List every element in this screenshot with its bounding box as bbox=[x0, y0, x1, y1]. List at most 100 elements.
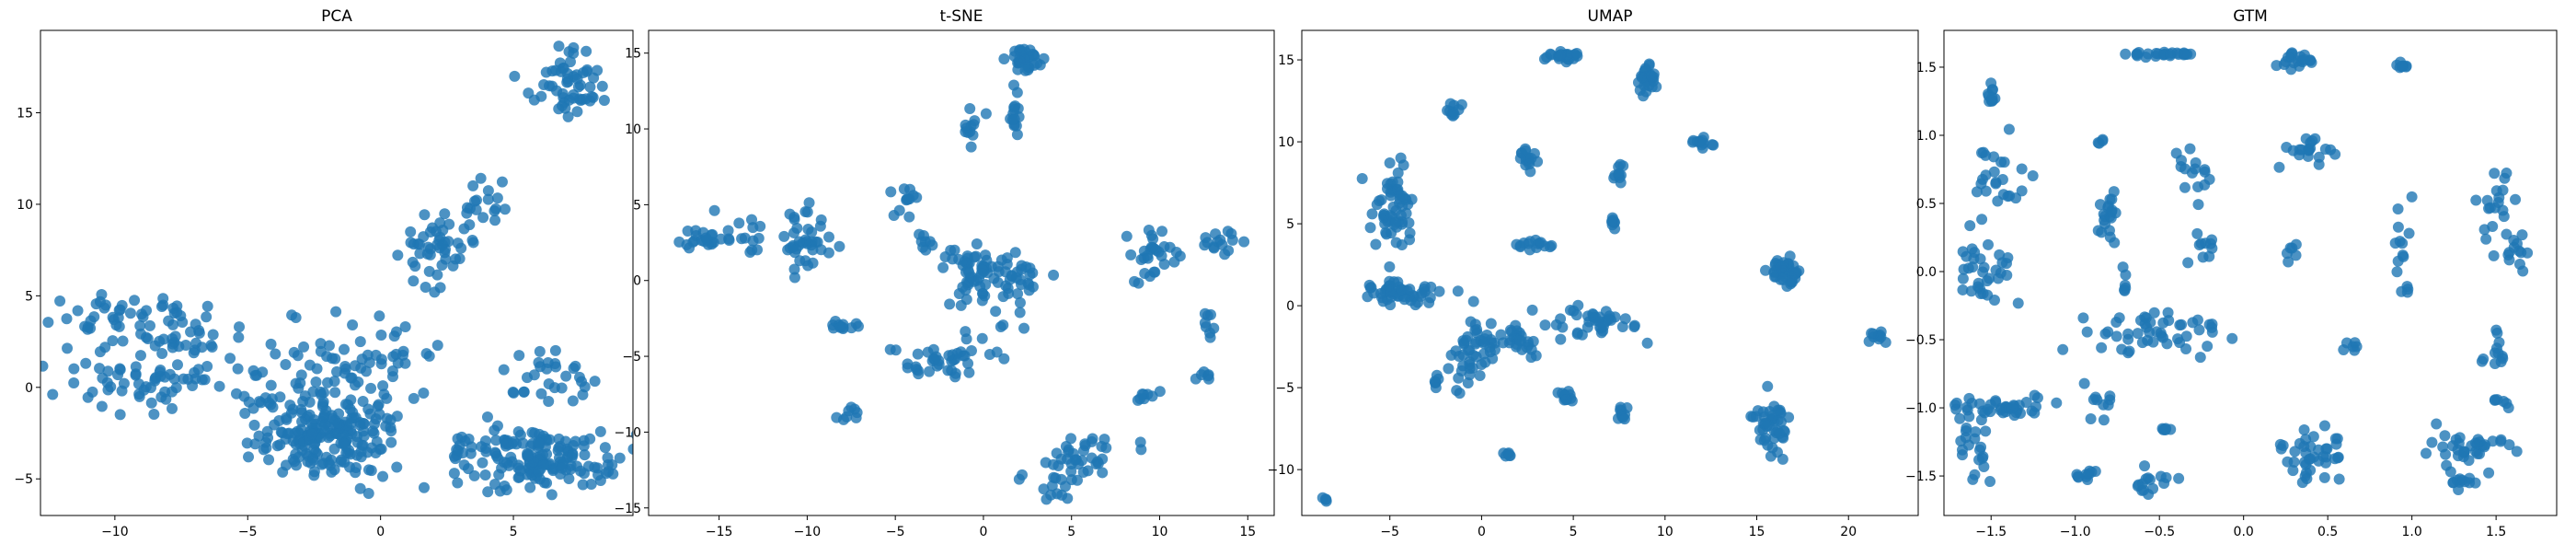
scatter-point bbox=[928, 353, 940, 365]
scatter-point bbox=[701, 234, 713, 246]
scatter-point bbox=[682, 226, 694, 237]
scatter-point bbox=[47, 388, 59, 400]
scatter-point bbox=[2298, 424, 2310, 435]
scatter-point bbox=[420, 282, 431, 294]
scatter-point bbox=[481, 411, 493, 423]
scatter-point bbox=[937, 261, 949, 273]
scatter-point bbox=[550, 64, 562, 76]
scatter-point bbox=[330, 306, 342, 318]
scatter-point bbox=[1576, 329, 1588, 341]
scatter-point bbox=[2502, 249, 2514, 261]
scatter-point bbox=[344, 461, 356, 473]
scatter-point bbox=[392, 249, 404, 261]
scatter-point bbox=[333, 418, 345, 429]
scatter-point bbox=[1013, 473, 1025, 485]
scatter-point bbox=[976, 332, 988, 344]
scatter-point bbox=[258, 444, 270, 456]
y-tick-label: −10 bbox=[614, 425, 641, 440]
x-tick-label: −10 bbox=[794, 525, 822, 539]
scatter-point bbox=[1465, 316, 1477, 328]
scatter-point bbox=[902, 358, 914, 370]
scatter-point bbox=[40, 360, 49, 372]
scatter-point bbox=[2113, 312, 2125, 324]
scatter-point bbox=[355, 362, 367, 374]
scatter-point bbox=[562, 110, 574, 122]
scatter-point bbox=[294, 377, 306, 389]
scatter-point bbox=[2096, 342, 2108, 353]
scatter-point bbox=[1392, 167, 1404, 179]
scatter-point bbox=[2186, 167, 2198, 179]
scatter-point bbox=[405, 226, 417, 237]
scatter-point bbox=[1048, 471, 1060, 483]
scatter-point bbox=[1010, 272, 1022, 284]
scatter-point bbox=[2002, 251, 2014, 263]
scatter-point bbox=[496, 176, 508, 188]
scatter-point bbox=[579, 449, 591, 461]
scatter-point bbox=[1510, 319, 1522, 331]
scatter-point bbox=[2184, 143, 2196, 155]
y-tick-label: 15 bbox=[1278, 53, 1294, 68]
scatter-point bbox=[1774, 427, 1786, 439]
scatter-point bbox=[282, 428, 293, 440]
scatter-point bbox=[329, 353, 341, 365]
scatter-point bbox=[298, 341, 310, 353]
scatter-point bbox=[156, 347, 168, 359]
scatter-point bbox=[224, 353, 236, 365]
scatter-point bbox=[493, 469, 505, 481]
scatter-point bbox=[2132, 328, 2144, 340]
x-tick-label: 20 bbox=[1840, 525, 1857, 539]
panel-title: PCA bbox=[321, 7, 352, 26]
scatter-point bbox=[287, 403, 299, 415]
scatter-point bbox=[451, 444, 463, 456]
scatter-point bbox=[1029, 59, 1041, 71]
scatter-point bbox=[2439, 430, 2451, 442]
scatter-point bbox=[1708, 139, 1719, 151]
scatter-point bbox=[528, 369, 540, 381]
y-tick-label: −15 bbox=[614, 502, 641, 516]
scatter-point bbox=[477, 457, 489, 469]
panel-title: UMAP bbox=[1588, 7, 1633, 26]
scatter-point bbox=[2511, 446, 2523, 458]
scatter-point bbox=[2159, 424, 2171, 436]
scatter-point bbox=[1980, 425, 1992, 437]
scatter-point bbox=[1525, 152, 1537, 164]
scatter-point bbox=[1404, 284, 1416, 295]
scatter-point bbox=[2176, 155, 2187, 167]
scatter-point bbox=[2110, 330, 2122, 342]
scatter-point bbox=[968, 119, 980, 131]
scatter-point bbox=[552, 445, 564, 457]
scatter-point bbox=[1503, 449, 1515, 461]
scatter-point bbox=[2453, 484, 2465, 496]
scatter-point bbox=[479, 469, 491, 481]
scatter-point bbox=[1381, 178, 1393, 190]
scatter-point bbox=[2016, 163, 2028, 175]
scatter-point bbox=[377, 380, 389, 392]
y-tick-label: −5 bbox=[1275, 381, 1294, 396]
scatter-point bbox=[1455, 365, 1467, 376]
scatter-point bbox=[708, 204, 720, 216]
scatter-point bbox=[1002, 283, 1014, 295]
scatter-point bbox=[357, 396, 369, 408]
scatter-point bbox=[96, 400, 108, 412]
x-tick-label: −15 bbox=[706, 525, 733, 539]
scatter-point bbox=[788, 272, 800, 284]
scatter-point bbox=[1135, 444, 1147, 456]
scatter-point bbox=[1146, 390, 1158, 402]
scatter-point bbox=[1521, 342, 1533, 353]
scatter-point bbox=[448, 468, 460, 480]
scatter-point bbox=[834, 321, 846, 333]
scatter-point bbox=[2006, 402, 2018, 414]
scatter-point bbox=[563, 94, 575, 106]
scatter-point bbox=[1398, 294, 1410, 306]
scatter-point bbox=[2136, 478, 2148, 490]
scatter-point bbox=[1471, 323, 1483, 335]
scatter-point bbox=[2199, 179, 2211, 191]
scatter-point bbox=[602, 452, 614, 464]
scatter-point bbox=[388, 330, 400, 342]
scatter-point bbox=[1957, 272, 1969, 284]
scatter-point bbox=[943, 350, 955, 362]
scatter-point bbox=[673, 236, 685, 248]
scatter-point bbox=[1397, 159, 1409, 171]
scatter-point bbox=[477, 212, 489, 224]
scatter-point bbox=[112, 369, 124, 381]
